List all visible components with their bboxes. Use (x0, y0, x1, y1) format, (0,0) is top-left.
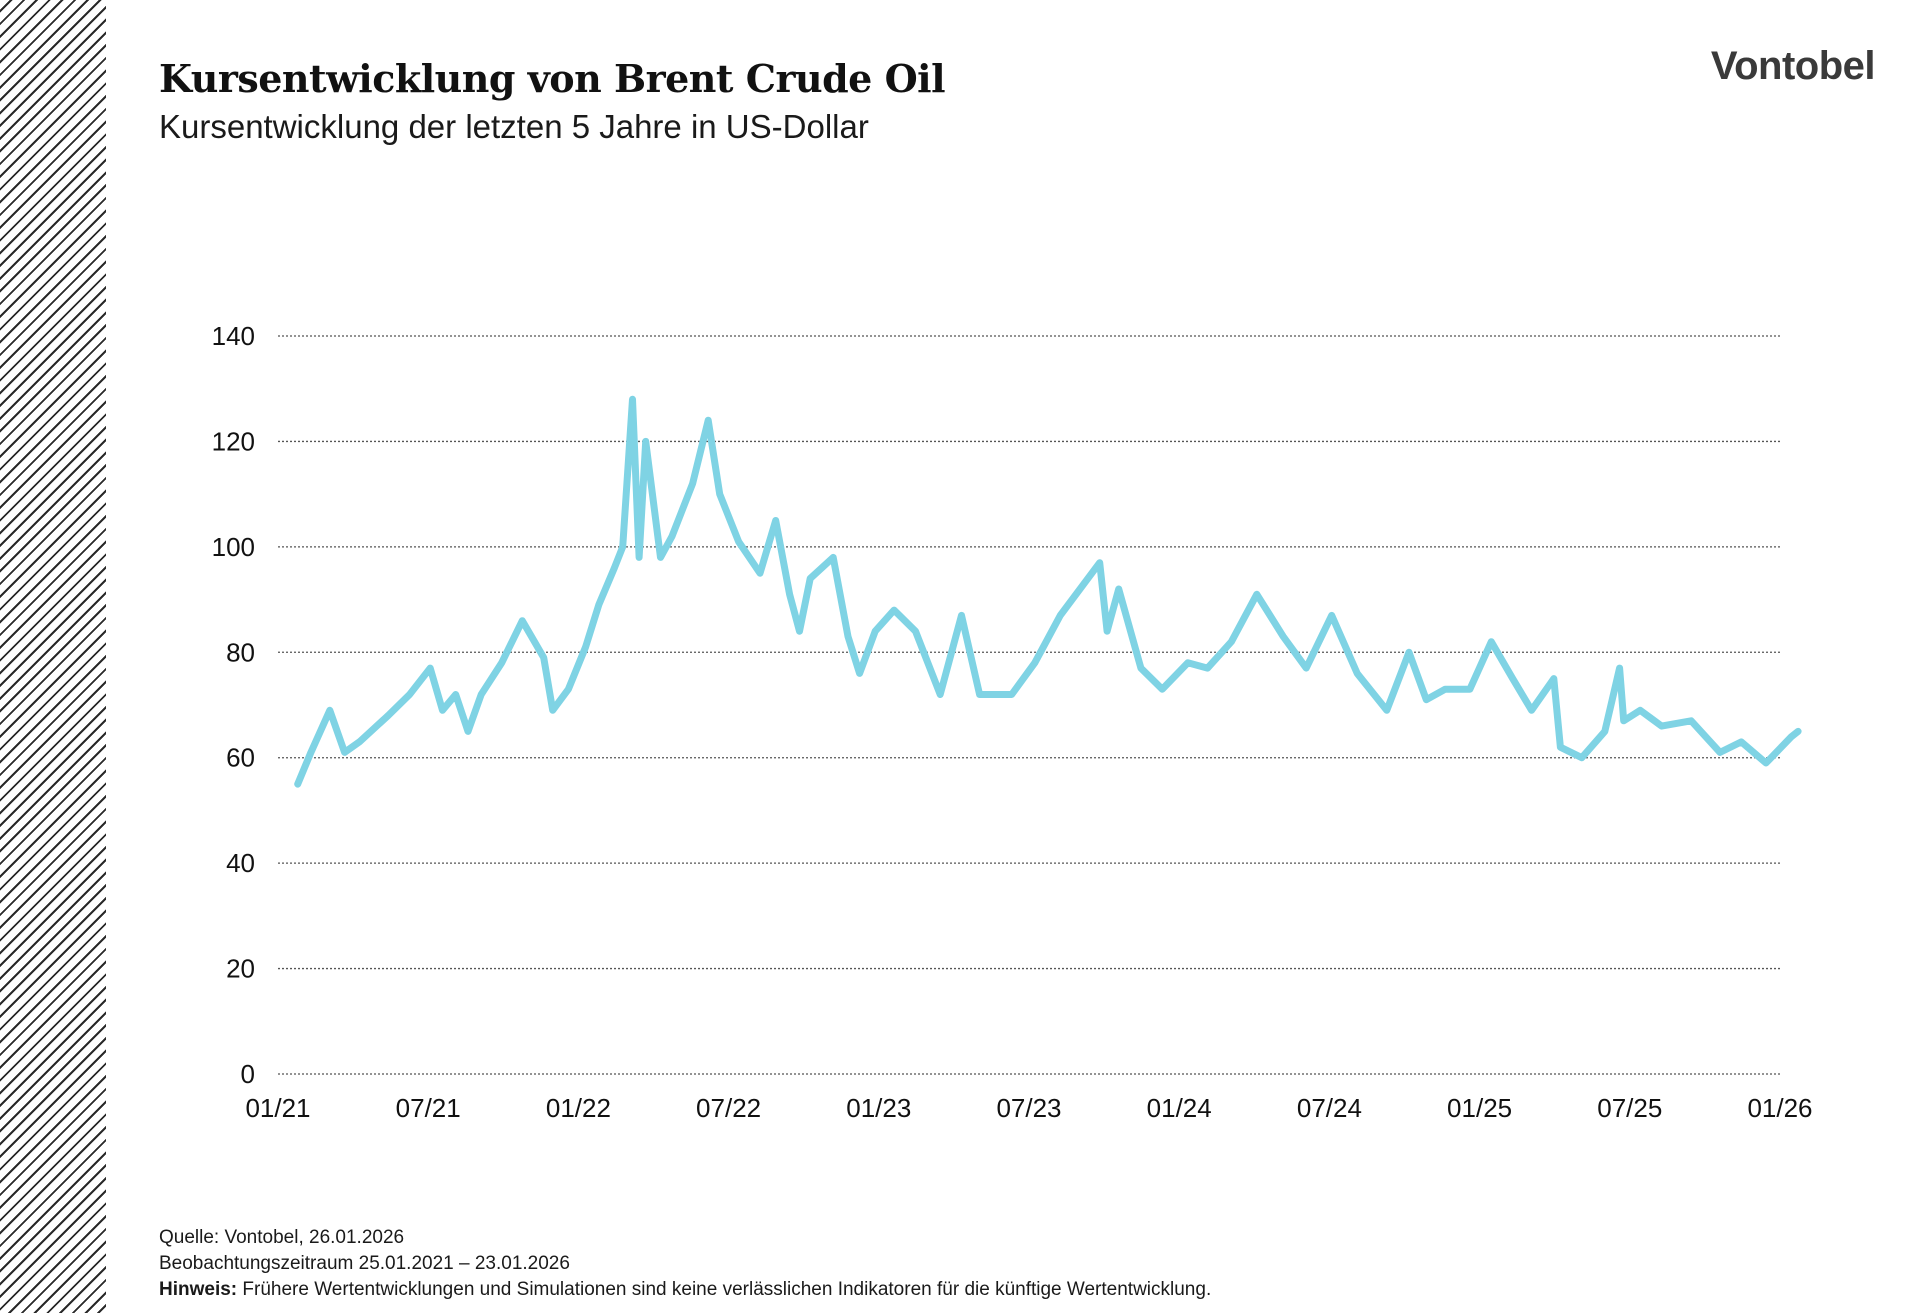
hatched-side-stripe (0, 0, 106, 1313)
vontobel-logo: Vontobel (1710, 44, 1876, 88)
brent-price-line (294, 395, 1802, 788)
observation-period: Beobachtungszeitraum 25.01.2021 – 23.01.… (159, 1253, 570, 1274)
chart-subtitle: Kursentwicklung der letzten 5 Jahre in U… (159, 108, 869, 145)
footer: Quelle: Vontobel, 26.01.2026 Beobachtung… (159, 1225, 1211, 1303)
x-tick-label: 07/23 (996, 1093, 1061, 1123)
x-tick-label: 07/25 (1597, 1093, 1662, 1123)
x-tick-label: 07/22 (696, 1093, 761, 1123)
x-tick-label: 01/24 (1147, 1093, 1212, 1123)
disclaimer-text: Frühere Wertentwicklungen und Simulation… (237, 1279, 1212, 1300)
disclaimer-label: Hinweis: (159, 1279, 238, 1300)
y-tick-label: 80 (226, 637, 255, 667)
x-tick-label: 07/24 (1297, 1093, 1362, 1123)
chart-title: Kursentwicklung von Brent Crude Oil (159, 56, 946, 101)
x-tick-label: 07/21 (396, 1093, 461, 1123)
series-layer (294, 395, 1802, 788)
x-tick-label: 01/23 (846, 1093, 911, 1123)
y-tick-label: 40 (226, 848, 255, 878)
x-tick-label: 01/22 (546, 1093, 611, 1123)
source-note: Quelle: Vontobel, 26.01.2026 (159, 1227, 405, 1248)
disclaimer: Hinweis: Frühere Wertentwicklungen und S… (159, 1277, 1211, 1303)
y-tick-label: 120 (212, 426, 255, 456)
x-tick-label: 01/21 (245, 1093, 310, 1123)
y-tick-label: 140 (212, 321, 255, 351)
x-tick-label: 01/26 (1747, 1093, 1812, 1123)
y-axis-ticks: 0 20 40 60 80 100 120 140 (212, 321, 255, 1089)
y-tick-label: 0 (241, 1059, 255, 1089)
x-tick-label: 01/25 (1447, 1093, 1512, 1123)
y-tick-label: 60 (226, 743, 255, 773)
x-axis-ticks: 01/21 07/21 01/22 07/22 01/23 07/23 01/24 07/24… (245, 1093, 1812, 1123)
y-tick-label: 20 (226, 954, 255, 984)
y-tick-label: 100 (212, 532, 255, 562)
